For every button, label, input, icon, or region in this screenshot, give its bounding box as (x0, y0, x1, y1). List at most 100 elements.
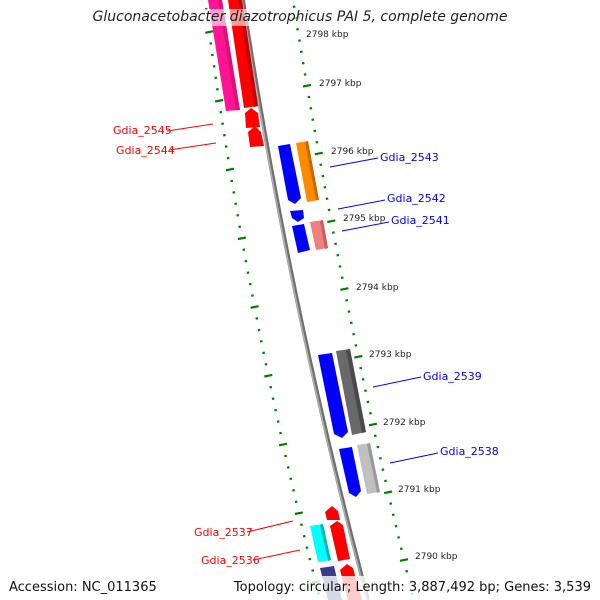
ruler-major-tick (314, 151, 324, 156)
ruler-minor-tick (226, 156, 230, 160)
ruler-minor-tick (292, 489, 295, 492)
gene-label-gdia-2544[interactable]: Gdia_2544 (116, 144, 175, 157)
ruler-minor-tick (236, 214, 240, 217)
ruler-minor-tick (257, 328, 261, 332)
ruler-minor-tick (248, 282, 252, 286)
ruler-minor-tick (376, 445, 380, 449)
ruler-minor-tick (308, 557, 312, 561)
gene-label-gdia-2539[interactable]: Gdia_2539 (423, 370, 482, 383)
label-connector (168, 142, 217, 151)
label-connector (246, 520, 294, 533)
ruler-label: 2795 kbp (343, 214, 386, 224)
gene-cyan-shade (320, 524, 331, 561)
gene-red-arrow-3[interactable] (325, 506, 340, 520)
ruler-minor-tick (325, 197, 329, 200)
gene-label-gdia-2541[interactable]: Gdia_2541 (391, 214, 450, 227)
ruler-minor-tick (359, 366, 363, 370)
ruler-minor-tick (311, 569, 315, 572)
gene-lightgray-shade (367, 443, 380, 493)
label-connector (389, 452, 439, 464)
ruler-minor-tick (234, 202, 238, 206)
ruler-label: 2793 kbp (369, 350, 412, 360)
gene-red-2537[interactable] (330, 521, 350, 561)
ruler-major-tick (250, 305, 259, 309)
gene-blue-2539[interactable] (318, 353, 348, 438)
ruler-minor-tick (361, 378, 365, 381)
ruler-minor-tick (338, 265, 342, 268)
ruler-minor-tick (305, 546, 309, 549)
ruler-minor-tick (378, 457, 382, 460)
ruler-minor-tick (397, 536, 401, 539)
gene-red-arrow-2[interactable] (248, 126, 264, 147)
ruler-major-tick (354, 354, 363, 359)
gene-cyan[interactable] (310, 524, 331, 562)
ruler-major-tick (237, 236, 247, 241)
gene-orange-shade (305, 141, 319, 200)
ruler-minor-tick (389, 502, 393, 505)
ruler-major-tick (264, 373, 273, 378)
ruler-minor-tick (255, 317, 259, 320)
ruler-minor-tick (321, 174, 325, 178)
ruler-minor-tick (309, 107, 313, 110)
ruler-major-tick (383, 490, 393, 495)
ruler-major-tick (294, 511, 304, 516)
ruler-major-tick (327, 219, 336, 224)
label-connector (372, 376, 422, 388)
gene-label-gdia-2538[interactable]: Gdia_2538 (440, 445, 499, 458)
label-connector (337, 199, 386, 210)
ruler-major-tick (214, 98, 224, 103)
gene-red-arrow-1[interactable] (245, 108, 260, 128)
ruler-minor-tick (349, 321, 353, 325)
ruler-minor-tick (307, 95, 311, 99)
gene-blue-small[interactable] (290, 210, 304, 222)
gene-lightgray[interactable] (357, 443, 380, 494)
label-connector (252, 549, 301, 561)
ruler-major-tick (368, 422, 378, 427)
ruler-minor-tick (391, 513, 395, 517)
label-connector (166, 123, 214, 132)
ruler-minor-tick (302, 534, 306, 538)
ruler-minor-tick (381, 468, 385, 471)
footer-bar: Accession: NC_011365 Topology: circular;… (0, 576, 600, 600)
ruler-minor-tick (221, 122, 225, 125)
genome-backbone-highlight (241, 0, 368, 600)
gene-label-gdia-2545[interactable]: Gdia_2545 (113, 124, 172, 137)
ruler-minor-tick (210, 53, 214, 57)
ruler-minor-tick (301, 61, 305, 65)
ruler-major-tick (278, 442, 288, 447)
ruler-minor-tick (298, 39, 301, 42)
ruler-minor-tick (274, 408, 278, 412)
gene-blue-2543[interactable] (278, 144, 301, 204)
ruler-label: 2797 kbp (319, 79, 362, 89)
ruler-minor-tick (303, 73, 307, 76)
ruler-minor-tick (222, 133, 226, 137)
ruler-minor-tick (299, 50, 303, 54)
gene-blue-2541[interactable] (292, 224, 310, 253)
gene-blue-2538[interactable] (339, 447, 361, 497)
gene-label-gdia-2536[interactable]: Gdia_2536 (201, 554, 260, 567)
ruler-major-tick (225, 167, 235, 172)
ruler-minor-tick (230, 179, 234, 183)
ruler-minor-tick (384, 479, 387, 483)
accession-text: Accession: NC_011365 (9, 580, 157, 595)
gene-pink-shade (218, 0, 240, 110)
gene-label-gdia-2542[interactable]: Gdia_2542 (387, 192, 446, 205)
ruler-label: 2792 kbp (383, 418, 426, 428)
ruler-minor-tick (224, 145, 228, 148)
ruler-minor-tick (214, 76, 218, 80)
ruler-major-tick (302, 83, 312, 88)
ruler-major-tick (340, 287, 349, 291)
ruler-minor-tick (250, 294, 254, 297)
ruler-minor-tick (271, 397, 275, 400)
ruler-minor-tick (313, 129, 317, 133)
gene-label-gdia-2537[interactable]: Gdia_2537 (194, 526, 253, 539)
ruler-minor-tick (394, 524, 398, 528)
ruler-minor-tick (347, 310, 351, 313)
ruler-label: 2794 kbp (356, 283, 399, 293)
gene-orange[interactable] (296, 141, 319, 202)
ruler-minor-tick (276, 420, 280, 423)
genome-backbone (241, 0, 370, 600)
ruler-minor-tick (336, 253, 340, 257)
gene-label-gdia-2543[interactable]: Gdia_2543 (380, 151, 439, 164)
